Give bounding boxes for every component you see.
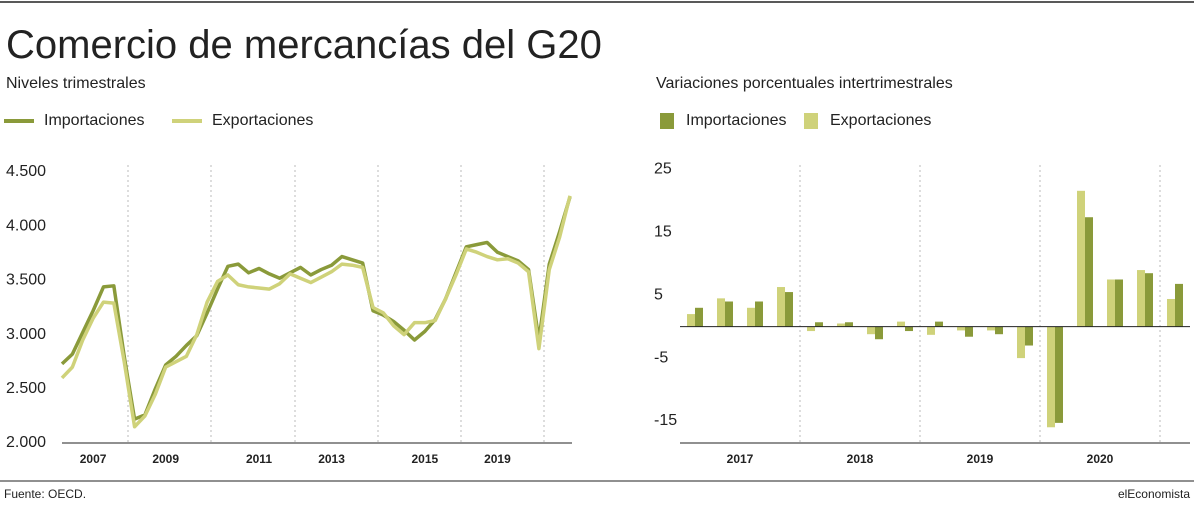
y-tick-label: 3.500 <box>6 272 46 289</box>
bar <box>815 322 823 327</box>
bar <box>995 326 1003 335</box>
bar <box>1085 217 1093 327</box>
bar <box>1137 270 1145 327</box>
y-tick-label: 5 <box>654 286 663 303</box>
bar <box>785 292 793 327</box>
bar <box>837 323 845 327</box>
x-tick-label: 2007 <box>80 452 107 466</box>
bar <box>875 326 883 340</box>
y-tick-label: 3.000 <box>6 326 46 343</box>
subtitle: Variaciones porcentuales intertrimestral… <box>656 75 953 92</box>
bar <box>725 301 733 327</box>
source: Fuente: OECD. <box>4 487 86 501</box>
y-tick-label: 25 <box>654 161 672 178</box>
bar <box>1115 279 1123 327</box>
bar <box>755 301 763 327</box>
bar <box>687 314 695 327</box>
bar <box>1077 190 1085 327</box>
x-tick-label: 2009 <box>152 452 179 466</box>
bar <box>1025 326 1033 346</box>
legend-swatch <box>660 113 674 129</box>
bar <box>1047 326 1055 428</box>
y-tick-label: 4.500 <box>6 163 46 180</box>
line <box>60 196 572 421</box>
bar <box>905 326 913 332</box>
y-tick-label: -5 <box>654 349 668 366</box>
bar <box>1175 283 1183 327</box>
vgrid <box>127 165 1161 443</box>
y-tick-label: -15 <box>654 412 677 429</box>
x-tick-label: 2019 <box>484 452 511 466</box>
bar <box>935 321 943 327</box>
x-tick-label: 2013 <box>318 452 345 466</box>
bar <box>845 322 853 327</box>
line <box>60 195 572 429</box>
bar <box>695 307 703 327</box>
bar <box>1107 279 1115 327</box>
subtitle: Niveles trimestrales <box>6 75 146 92</box>
bar <box>777 287 785 327</box>
bar <box>717 298 725 327</box>
x-tick-label: 2018 <box>847 452 874 466</box>
bar <box>1017 326 1025 359</box>
legend-swatch <box>804 113 818 129</box>
bar <box>957 326 965 331</box>
bar <box>1145 273 1153 327</box>
bar <box>987 326 995 331</box>
brand: elEconomista <box>1118 487 1190 501</box>
x-tick-label: 2020 <box>1087 452 1114 466</box>
x-tick-label: 2015 <box>412 452 439 466</box>
bar <box>807 326 815 332</box>
legend-label: Exportaciones <box>830 112 931 129</box>
y-tick-label: 15 <box>654 224 672 241</box>
legend-label: Exportaciones <box>212 112 313 129</box>
legend-label: Importaciones <box>44 112 145 129</box>
bar <box>927 326 935 335</box>
title: Comercio de mercancías del G20 <box>6 23 602 67</box>
bar <box>1167 298 1175 327</box>
x-tick-label: 2011 <box>246 452 272 466</box>
bar <box>867 326 875 335</box>
y-tick-label: 2.500 <box>6 380 46 397</box>
bar <box>965 326 973 337</box>
bar <box>747 307 755 327</box>
y-tick-label: 4.000 <box>6 217 46 234</box>
bar <box>1055 326 1063 423</box>
y-tick-label: 2.000 <box>6 434 46 451</box>
legend-label: Importaciones <box>686 112 787 129</box>
x-tick-label: 2017 <box>727 452 754 466</box>
bar <box>897 321 905 327</box>
x-tick-label: 2019 <box>967 452 994 466</box>
